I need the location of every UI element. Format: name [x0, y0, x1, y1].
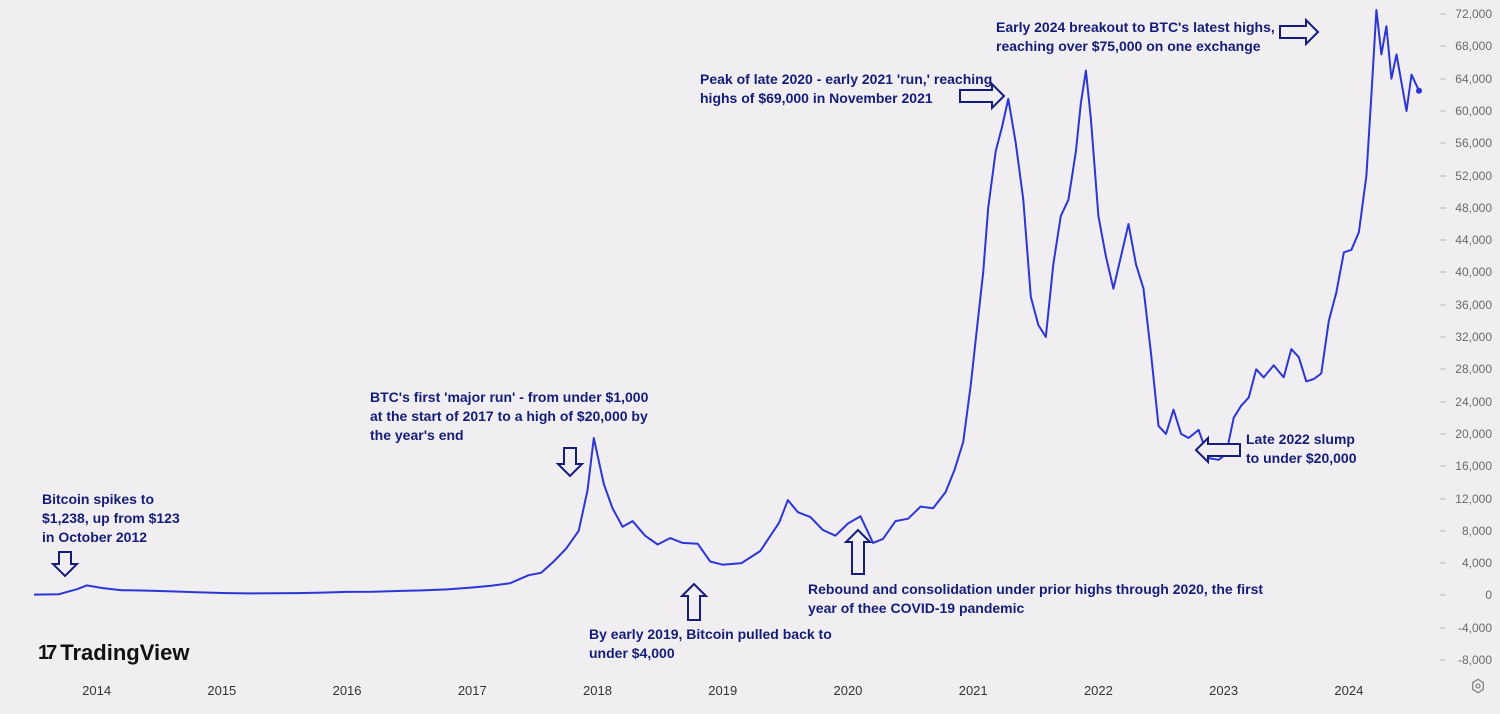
y-tick-label: 28,000	[1455, 362, 1492, 376]
y-tick-label: 68,000	[1455, 39, 1492, 53]
y-tick-label: 64,000	[1455, 72, 1492, 86]
y-tick-mark	[1440, 272, 1446, 273]
series-end-dot	[1416, 88, 1422, 94]
x-tick-label: 2024	[1334, 683, 1363, 698]
annotation-a2: BTC's first 'major run' - from under $1,…	[370, 388, 648, 445]
x-tick-label: 2020	[833, 683, 862, 698]
x-tick-label: 2014	[82, 683, 111, 698]
annotation-arrow	[570, 448, 650, 528]
y-tick-mark	[1440, 530, 1446, 531]
y-tick-mark	[1440, 304, 1446, 305]
y-tick-mark	[1440, 110, 1446, 111]
x-tick-label: 2016	[333, 683, 362, 698]
y-tick-label: 4,000	[1462, 556, 1492, 570]
y-tick-mark	[1440, 627, 1446, 628]
y-tick-mark	[1440, 433, 1446, 434]
annotation-arrow	[1240, 450, 1320, 530]
y-tick-label: 8,000	[1462, 524, 1492, 538]
x-tick-label: 2022	[1084, 683, 1113, 698]
annotation-arrow	[960, 96, 1040, 176]
tradingview-logo: 17 TradingView	[38, 640, 189, 666]
y-tick-mark	[1440, 466, 1446, 467]
y-tick-label: 20,000	[1455, 427, 1492, 441]
y-tick-mark	[1440, 337, 1446, 338]
y-tick-label: 48,000	[1455, 201, 1492, 215]
annotation-a7: Early 2024 breakout to BTC's latest high…	[996, 18, 1275, 56]
y-tick-mark	[1440, 563, 1446, 564]
y-tick-label: 32,000	[1455, 330, 1492, 344]
y-tick-label: 52,000	[1455, 169, 1492, 183]
y-tick-mark	[1440, 401, 1446, 402]
x-tick-label: 2017	[458, 683, 487, 698]
y-tick-label: 56,000	[1455, 136, 1492, 150]
annotation-arrow	[1280, 32, 1360, 112]
x-tick-label: 2021	[959, 683, 988, 698]
y-tick-mark	[1440, 595, 1446, 596]
settings-icon[interactable]	[1470, 678, 1486, 694]
brand-name: TradingView	[60, 640, 189, 666]
y-tick-mark	[1440, 498, 1446, 499]
y-tick-label: 72,000	[1455, 7, 1492, 21]
x-tick-label: 2015	[207, 683, 236, 698]
y-tick-label: -4,000	[1458, 621, 1492, 635]
y-tick-mark	[1440, 175, 1446, 176]
y-tick-mark	[1440, 143, 1446, 144]
brand-glyph: 17	[38, 642, 54, 665]
y-tick-label: 12,000	[1455, 492, 1492, 506]
y-tick-label: 0	[1485, 588, 1492, 602]
y-tick-mark	[1440, 207, 1446, 208]
y-tick-label: 24,000	[1455, 395, 1492, 409]
chart-container: -8,000 -4,000 0 4,000 8,000 12,000 16,000 20,00…	[0, 0, 1500, 714]
y-tick-label: 60,000	[1455, 104, 1492, 118]
y-tick-mark	[1440, 369, 1446, 370]
y-tick-mark	[1440, 46, 1446, 47]
annotation-a1: Bitcoin spikes to $1,238, up from $123 i…	[42, 490, 180, 547]
y-tick-mark	[1440, 660, 1446, 661]
y-tick-mark	[1440, 14, 1446, 15]
x-tick-label: 2023	[1209, 683, 1238, 698]
y-tick-mark	[1440, 78, 1446, 79]
y-tick-mark	[1440, 240, 1446, 241]
annotation-arrow	[694, 620, 774, 700]
y-tick-label: -8,000	[1458, 653, 1492, 667]
annotation-arrow	[65, 552, 145, 632]
y-tick-label: 16,000	[1455, 459, 1492, 473]
annotation-arrow	[858, 574, 938, 654]
x-tick-label: 2018	[583, 683, 612, 698]
y-tick-label: 44,000	[1455, 233, 1492, 247]
y-tick-label: 36,000	[1455, 298, 1492, 312]
y-tick-label: 40,000	[1455, 265, 1492, 279]
annotation-a5: Peak of late 2020 - early 2021 'run,' re…	[700, 70, 992, 108]
